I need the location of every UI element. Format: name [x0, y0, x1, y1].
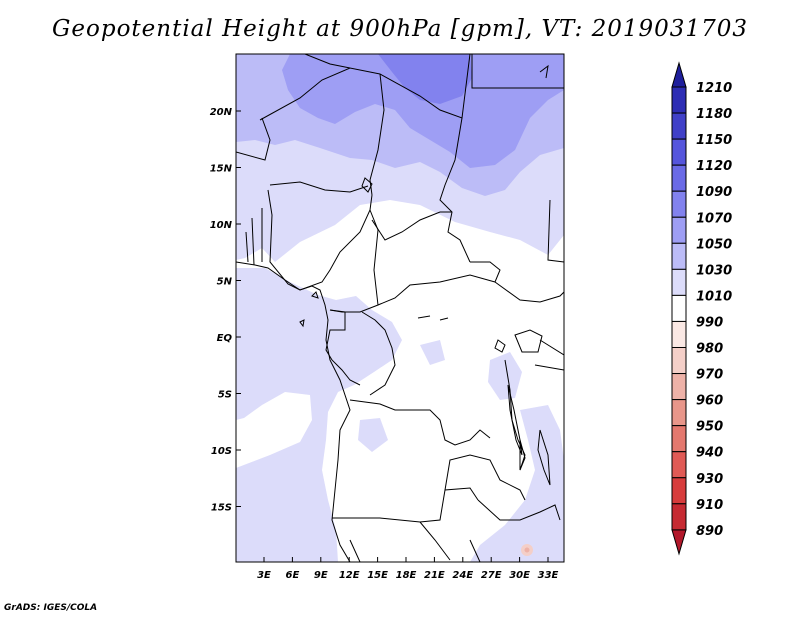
colorbar-label: 990	[696, 315, 723, 330]
colorbar-top-arrow	[671, 61, 687, 88]
colorbar-segment	[671, 112, 687, 140]
colorbar-segment	[671, 373, 687, 401]
colorbar-segment	[671, 86, 687, 114]
colorbar-label: 1180	[696, 107, 732, 122]
colorbar-segment	[671, 190, 687, 218]
colorbar-segment	[671, 268, 687, 296]
lon-tick-label: 30E	[509, 570, 530, 581]
colorbar-segment	[671, 138, 687, 166]
colorbar-segment	[671, 216, 687, 244]
country-borders	[236, 54, 564, 562]
lon-tick-label: 12E	[339, 570, 360, 581]
lon-tick-label: 18E	[396, 570, 417, 581]
lat-tick-label: 10S	[211, 446, 232, 457]
lon-tick-label: 15E	[367, 570, 388, 581]
height-field	[236, 54, 564, 562]
colorbar-segment	[671, 399, 687, 427]
colorbar-segment	[671, 294, 687, 322]
lon-tick-label: 24E	[452, 570, 473, 581]
colorbar-segment	[671, 425, 687, 453]
colorbar-label: 970	[696, 368, 723, 383]
colorbar-label: 1150	[696, 133, 732, 148]
lon-tick-label: 3E	[257, 570, 271, 581]
lat-tick-label: 15S	[211, 503, 232, 514]
colorbar-label: 1120	[696, 159, 732, 174]
colorbar-label: 1030	[696, 263, 732, 278]
map-frame	[235, 53, 565, 563]
latitude-axis: 20N 15N 10N 5N EQ 5S 10S 15S	[210, 107, 241, 514]
colorbar-segment	[671, 451, 687, 479]
colorbar-label: 1070	[696, 211, 732, 226]
colorbar-label: 1010	[696, 289, 732, 304]
colorbar-label: 980	[696, 342, 723, 357]
lat-tick-label: 5S	[218, 390, 232, 401]
lon-tick-label: 21E	[424, 570, 445, 581]
lat-tick-label: 5N	[217, 277, 233, 288]
colorbar-label: 910	[696, 498, 723, 513]
longitude-axis: 3E 6E 9E 12E 15E 18E 21E 24E 27E 30E 33E	[257, 557, 559, 581]
colorbar: 1210 1180 1150 1120 1090 1070 1050 1030 1010 990 9…	[671, 61, 732, 556]
plot-title: Geopotential Height at 900hPa [gpm], VT:…	[52, 16, 748, 42]
colorbar-label: 930	[696, 472, 723, 487]
lon-tick-label: 9E	[314, 570, 328, 581]
colorbar-bottom-arrow	[671, 529, 687, 556]
colorbar-segment	[671, 164, 687, 192]
lat-tick-label: 15N	[210, 164, 233, 175]
colorbar-label: 1090	[696, 185, 732, 200]
colorbar-label: 1050	[696, 237, 732, 252]
colorbar-segment	[671, 477, 687, 505]
lon-tick-label: 33E	[538, 570, 559, 581]
lon-tick-label: 27E	[481, 570, 502, 581]
lat-tick-label: 10N	[210, 220, 233, 231]
colorbar-label: 1210	[696, 81, 732, 96]
colorbar-label: 950	[696, 420, 723, 435]
lat-tick-label: EQ	[217, 333, 233, 344]
colorbar-segment	[671, 503, 687, 531]
lon-tick-label: 6E	[286, 570, 300, 581]
colorbar-segment	[671, 242, 687, 270]
colorbar-label: 960	[696, 394, 723, 409]
colorbar-label: 940	[696, 446, 723, 461]
colorbar-segment	[671, 320, 687, 349]
colorbar-segment	[671, 347, 687, 375]
lat-tick-label: 20N	[210, 107, 233, 118]
colorbar-label: 890	[696, 524, 723, 539]
grads-credit: GrADS: IGES/COLA	[4, 603, 98, 613]
